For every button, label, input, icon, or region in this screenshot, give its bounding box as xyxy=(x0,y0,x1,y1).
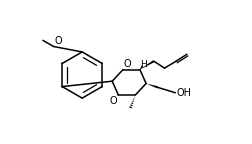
Text: O: O xyxy=(54,36,62,46)
Text: O: O xyxy=(110,96,118,106)
Text: O: O xyxy=(124,59,131,69)
Polygon shape xyxy=(146,84,158,88)
Text: H: H xyxy=(140,60,147,69)
Text: OH: OH xyxy=(176,88,191,98)
Polygon shape xyxy=(140,60,154,70)
